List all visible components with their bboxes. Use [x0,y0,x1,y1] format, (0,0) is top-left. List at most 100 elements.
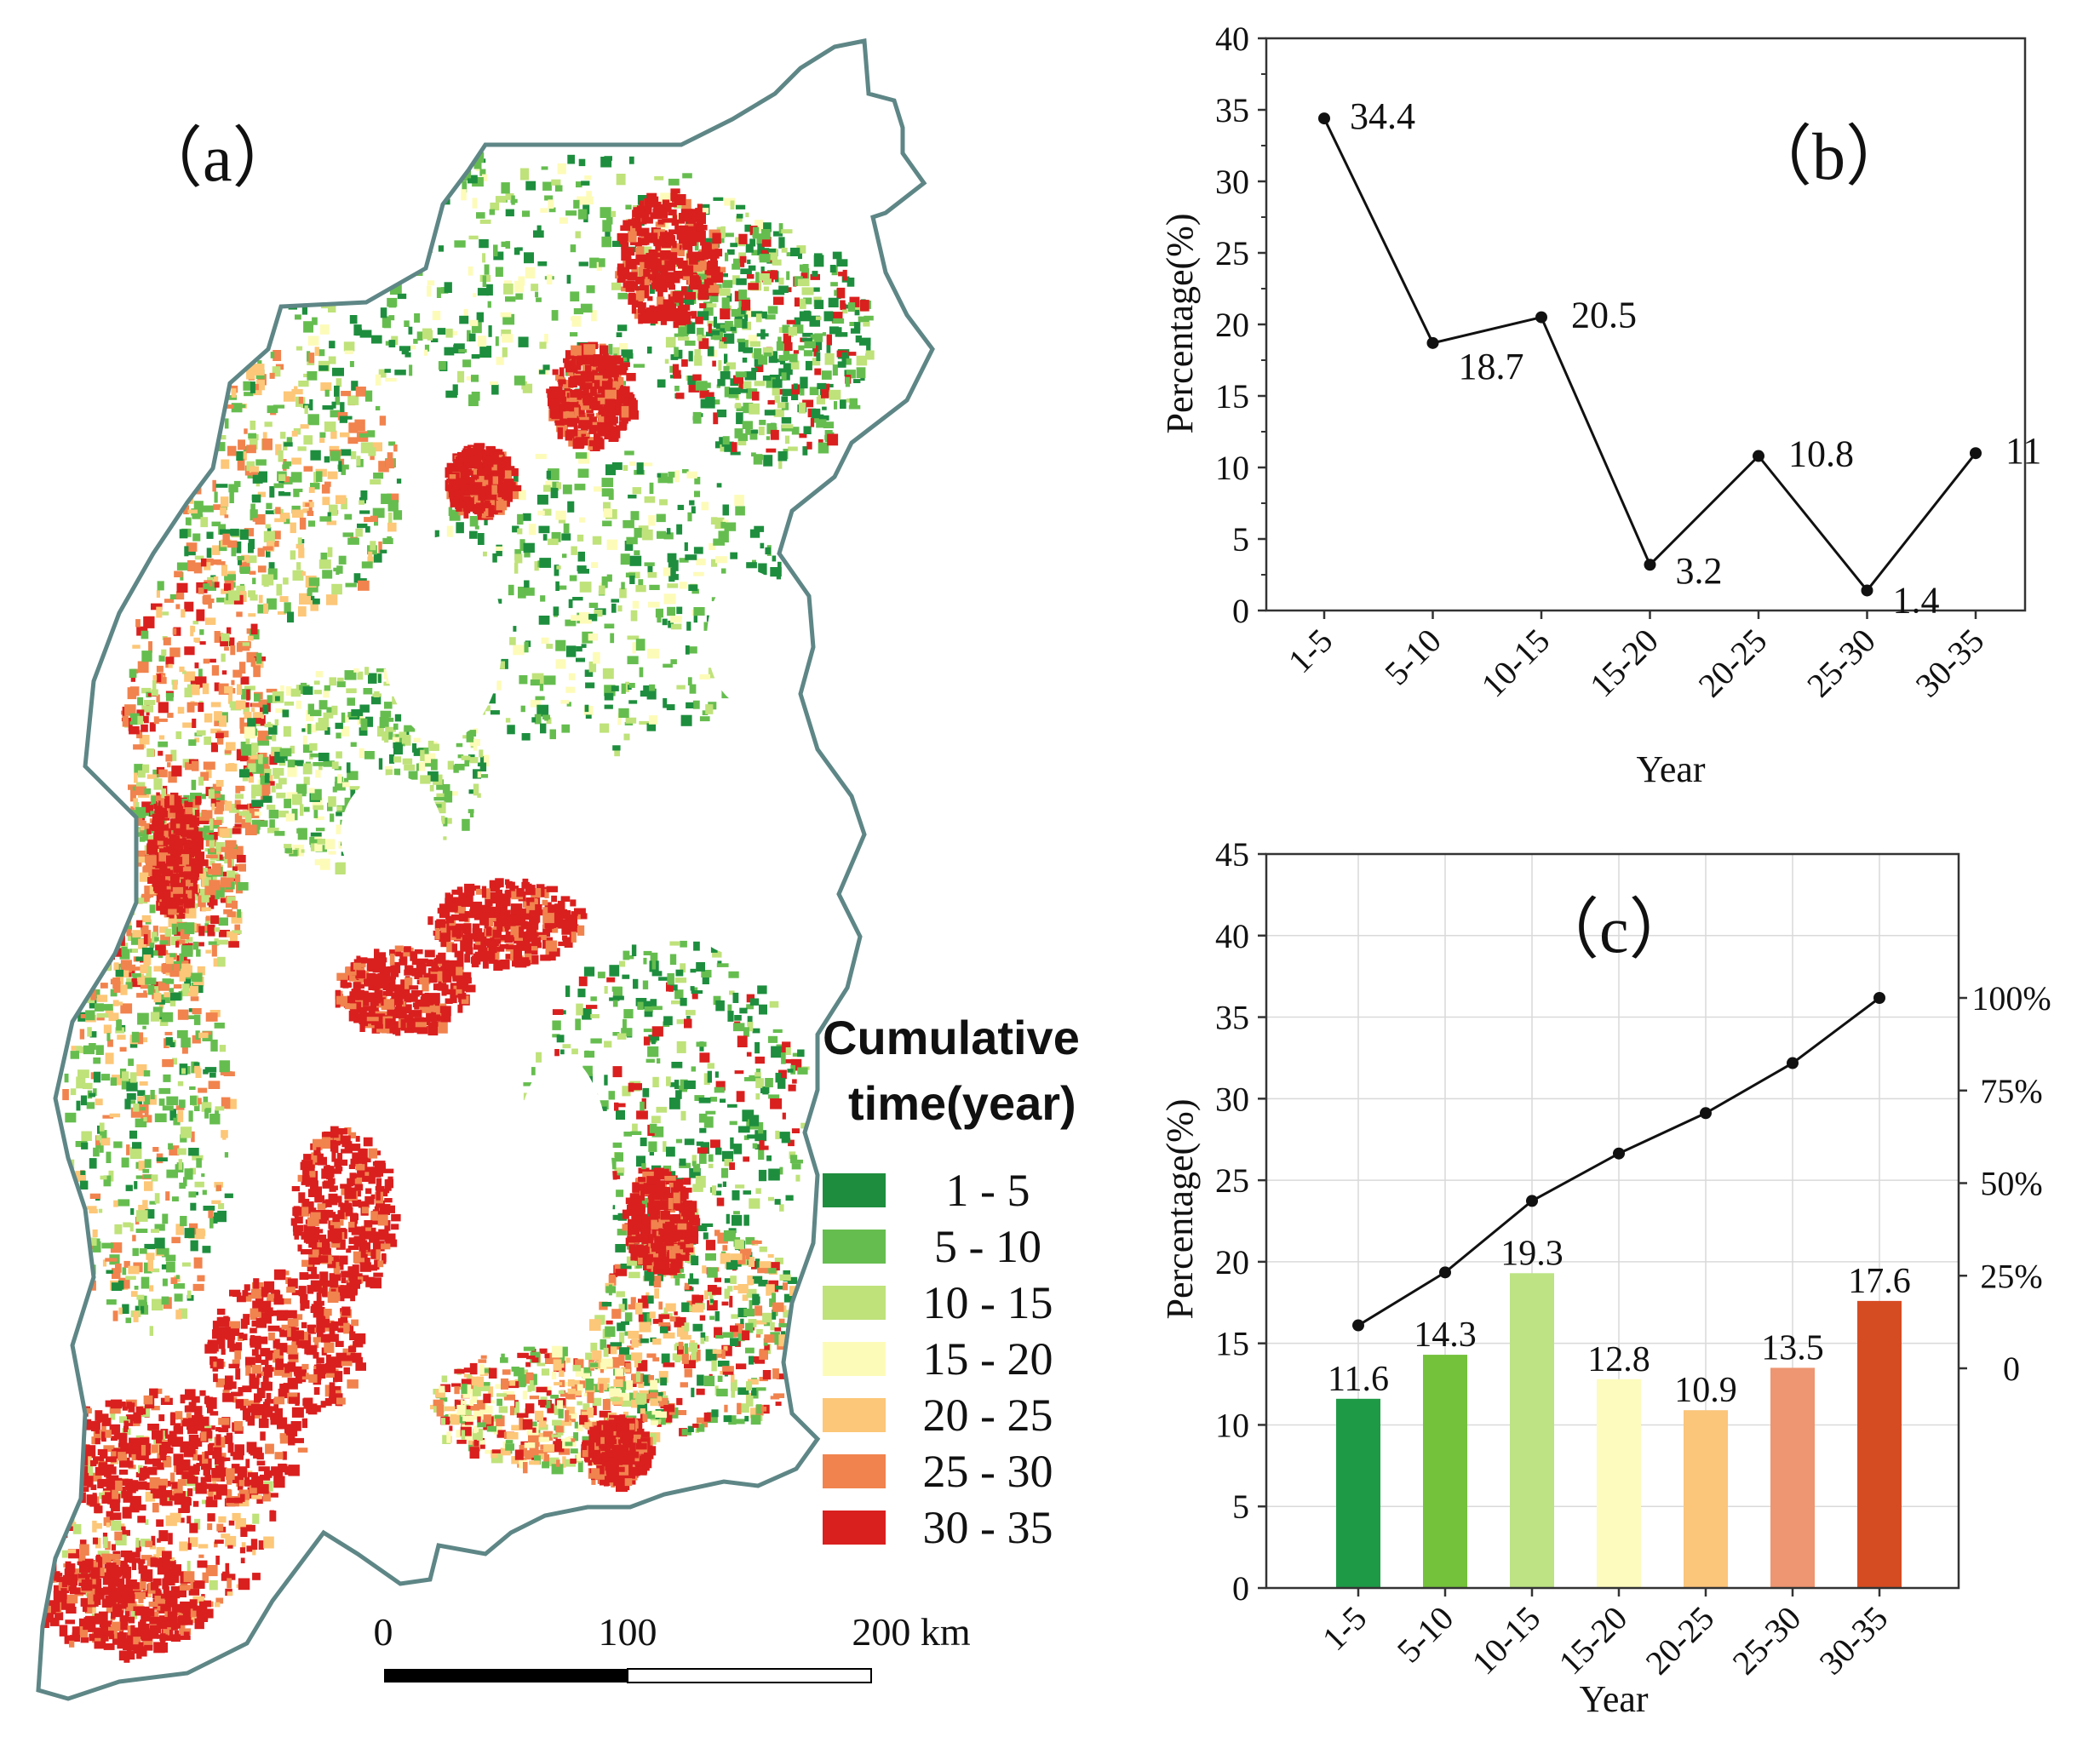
map-pixel [106,909,117,921]
map-pixel [733,1144,743,1155]
map-pixel [557,1400,564,1409]
map-pixel [257,779,261,785]
map-pixel [802,264,809,271]
map-pixel [759,1145,769,1150]
map-pixel [609,965,620,977]
map-pixel [353,668,359,673]
map-pixel [191,760,199,771]
map-pixel [848,352,857,356]
map-pixel [92,1229,98,1237]
map-pixel [717,1184,722,1188]
map-pixel [577,534,584,542]
map-pixel [224,418,229,429]
map-pixel [143,1209,155,1219]
map-pixel [144,788,152,794]
map-pixel [211,521,221,527]
map-pixel [341,712,346,723]
map-pixel [589,1319,601,1331]
map-pixel [730,243,737,248]
map-pixel [105,869,117,876]
map-pixel [565,210,577,216]
map-pixel [782,424,794,429]
map-pixel [652,1339,662,1345]
map-pixel [250,472,259,477]
map-pixel [83,1045,95,1055]
map-pixel [754,347,762,359]
map-pixel [141,914,152,923]
map-pixel [200,830,207,836]
map-pixel [709,1316,715,1321]
map-pixel [674,470,680,483]
map-pixel [431,338,439,342]
map-pixel [122,1304,129,1314]
map-pixel [798,1328,803,1341]
map-pixel [192,1283,204,1292]
map-pixel [345,582,357,588]
map-pixel [186,542,198,552]
map-pixel [693,547,703,554]
map-pixel [735,204,746,209]
map-pixel [781,229,793,234]
map-pixel [736,215,743,222]
map-pixel [462,818,470,831]
map-pixel [238,811,250,816]
map-pixel [468,235,479,240]
map-pixel [231,388,237,398]
map-pixel [142,828,149,841]
map-pixel [118,859,126,866]
map-pixel [709,291,719,302]
map-pixel [560,1049,565,1055]
map-pixel [215,780,224,787]
map-pixel [690,986,695,991]
map-pixel [661,1353,670,1364]
map-pixel [438,245,444,252]
map-pixel [767,306,778,314]
map-pixel [210,728,221,734]
map-pixel [310,483,320,490]
map-pixel [119,813,129,826]
map-pixel [151,1229,159,1233]
map-pixel [648,715,658,725]
map-pixel [768,248,777,253]
map-pixel [298,547,305,559]
map-pixel [710,1298,714,1304]
map-pixel [117,1035,126,1040]
map-pixel [471,375,479,382]
map-pixel [246,555,257,564]
map-pixel [484,519,488,525]
map-pixel [668,471,680,478]
map-pixel [410,222,418,226]
map-pixel [179,1182,186,1190]
map-pixel [745,1255,750,1259]
map-pixel [278,450,284,462]
map-pixel [663,567,672,576]
map-pixel [691,1161,697,1167]
map-pixel [318,365,329,371]
map-pixel [781,1052,786,1064]
map-pixel [543,484,551,492]
map-pixel [621,1321,630,1326]
map-pixel [729,1295,733,1308]
map-pixel [129,686,140,697]
map-pixel [95,1135,102,1141]
map-pixel [347,437,359,444]
map-pixel [253,728,258,736]
map-pixel [179,666,185,673]
map-pixel [349,786,360,791]
map-pixel [217,1210,227,1223]
map-pixel [577,989,586,998]
map-pixel [251,784,262,797]
map-pixel [300,424,309,429]
map-pixel [308,788,315,794]
map-pixel [241,689,251,700]
map-pixel [753,454,763,465]
map-pixel [216,939,229,945]
map-pixel [293,286,301,292]
map-pixel [392,737,399,742]
map-pixel [218,930,230,937]
map-pixel [190,625,194,637]
map-pixel [494,1414,502,1419]
map-pixel [228,941,239,948]
map-pixel [324,839,336,850]
map-pixel [513,626,517,632]
